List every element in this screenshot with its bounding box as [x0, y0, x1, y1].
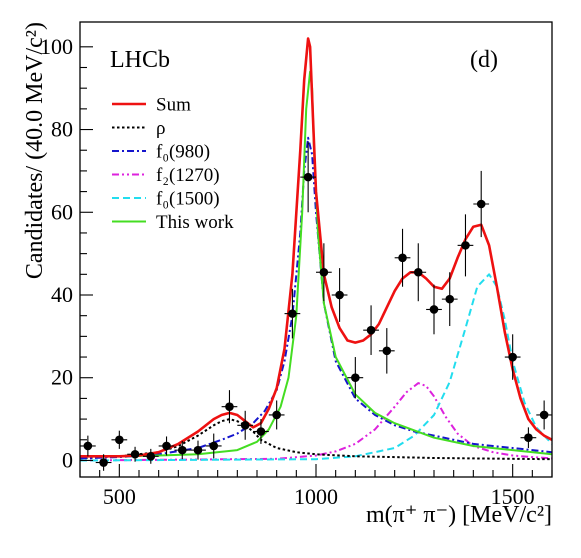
data-point-marker — [413, 267, 423, 277]
data-point — [253, 419, 269, 444]
y-axis-label: Candidates/ (40.0 MeV/c²) — [22, 22, 48, 279]
data-point-marker — [445, 294, 455, 304]
legend-entry: ρ — [112, 118, 165, 139]
data-point — [316, 243, 332, 302]
data-point-marker — [335, 290, 344, 300]
data-point — [410, 243, 427, 302]
legend-label: f₀(980) — [156, 142, 210, 163]
data-point — [504, 334, 521, 380]
data-point-marker — [272, 410, 281, 420]
data-point — [190, 440, 206, 460]
series-line-4 — [79, 273, 553, 462]
y-tick-label: 0 — [62, 447, 73, 472]
data-point — [268, 400, 285, 430]
experiment-label: LHCb — [110, 47, 170, 73]
data-point-marker — [162, 441, 171, 451]
data-point-marker — [225, 402, 234, 411]
data-point — [300, 141, 316, 213]
data-point-marker — [83, 441, 93, 451]
legend-label: ρ — [156, 118, 165, 139]
legend-label: Sum — [156, 95, 191, 116]
data-point-marker — [256, 427, 266, 436]
data-point — [363, 305, 379, 355]
data-point — [237, 410, 254, 440]
legend-label: This work — [156, 212, 234, 233]
data-point-marker — [319, 267, 329, 277]
data-point-marker — [461, 241, 470, 250]
data-points — [80, 141, 552, 471]
data-point — [127, 446, 143, 462]
legend-entry: Sum — [112, 95, 191, 116]
data-point — [142, 448, 159, 464]
data-point — [205, 433, 222, 459]
series-line-2 — [79, 136, 553, 460]
y-tick-label: 80 — [51, 117, 73, 142]
data-point-marker — [382, 346, 392, 356]
data-point-marker — [539, 410, 549, 420]
data-point — [536, 400, 552, 430]
data-point — [80, 435, 96, 457]
data-point — [441, 272, 458, 327]
x-tick-label: 1500 — [491, 484, 535, 509]
data-point-marker — [177, 445, 187, 455]
y-tick-label: 100 — [40, 34, 73, 59]
data-point-marker — [99, 458, 108, 467]
y-tick-label: 60 — [51, 199, 73, 224]
data-point-marker — [476, 199, 486, 209]
y-tick-label: 40 — [51, 282, 73, 307]
legend-entry: f₀(980) — [112, 142, 210, 163]
data-point-marker — [193, 445, 203, 455]
fit-curves — [79, 37, 553, 462]
data-point-marker — [209, 441, 219, 451]
data-point-marker — [240, 420, 250, 430]
data-point — [95, 454, 112, 471]
data-point — [158, 436, 175, 456]
legend-label: f₂(1270) — [156, 165, 220, 186]
x-tick-label: 500 — [103, 484, 136, 509]
x-tick-label: 1000 — [294, 484, 338, 509]
data-point — [394, 228, 411, 287]
data-point-marker — [429, 305, 439, 314]
data-point-marker — [288, 309, 297, 318]
data-point — [221, 390, 238, 424]
data-point-marker — [398, 253, 407, 263]
data-point — [174, 441, 191, 460]
data-point-marker — [366, 325, 376, 335]
data-point-marker — [115, 435, 124, 445]
legend-entry: f₂(1270) — [112, 165, 220, 186]
legend-label: f₀(1500) — [156, 189, 220, 210]
series-line-0 — [80, 37, 553, 458]
data-point-marker — [508, 352, 517, 362]
data-point — [111, 430, 128, 449]
data-point — [457, 214, 474, 277]
data-point — [473, 170, 490, 238]
data-point — [426, 284, 442, 335]
data-point-marker — [130, 449, 140, 459]
data-point — [378, 328, 395, 374]
data-point — [284, 288, 301, 339]
data-point-marker — [146, 452, 156, 461]
y-tick-label: 20 — [51, 365, 73, 390]
legend-entry: This work — [112, 212, 234, 233]
data-point — [520, 427, 537, 449]
axis-ticks: 500 1000 1500 0 20 40 60 80 100 — [40, 34, 553, 509]
data-point-marker — [303, 172, 313, 182]
legend-entry: f₀(1500) — [112, 189, 220, 210]
x-axis-label: m(π⁺ π⁻) [MeV/c²] — [366, 502, 552, 528]
data-point-marker — [524, 433, 533, 443]
data-point-marker — [351, 373, 360, 383]
panel-label: (d) — [470, 47, 498, 73]
data-point — [331, 268, 348, 322]
data-point — [347, 357, 364, 399]
series-line-1 — [79, 418, 553, 461]
